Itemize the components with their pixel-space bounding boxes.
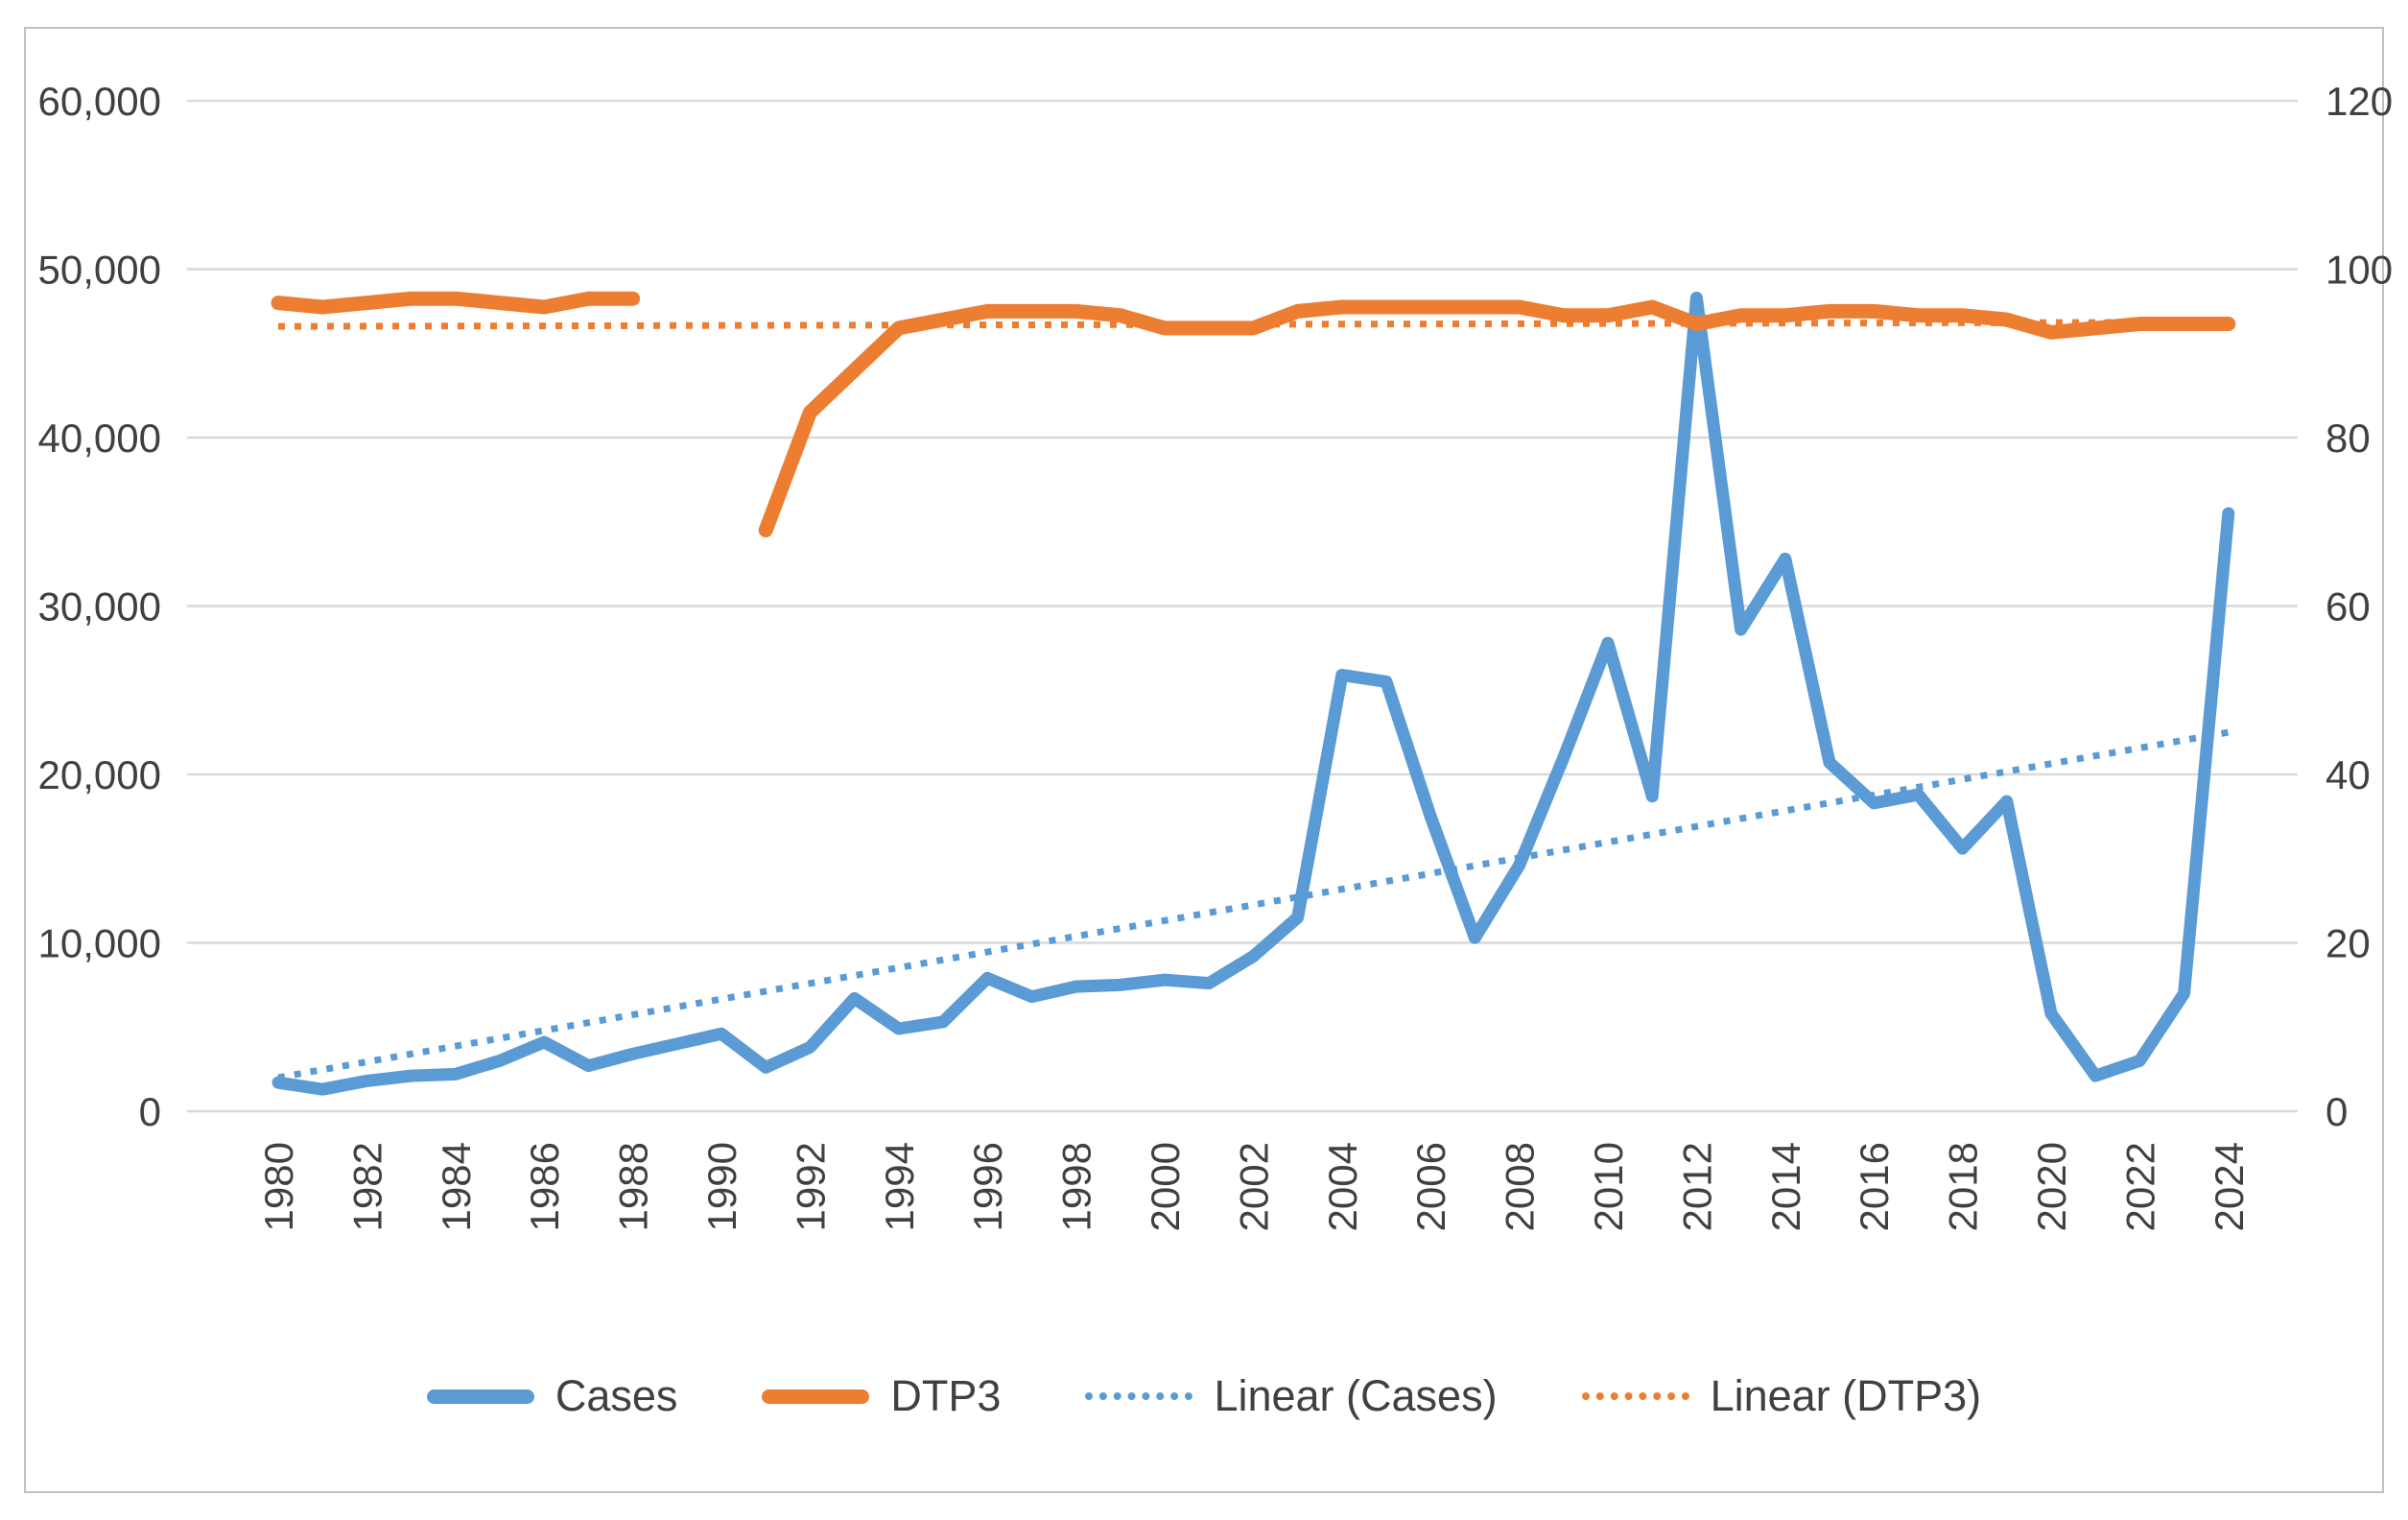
y-tick-right: 0 <box>2325 1089 2348 1134</box>
x-tick: 1990 <box>699 1142 744 1231</box>
gridlines <box>187 99 2298 1113</box>
y-tick-left: 10,000 <box>38 921 161 966</box>
dtp3-line-swatch <box>762 1389 870 1404</box>
y-tick-right: 80 <box>2325 416 2371 461</box>
x-tick: 2008 <box>1498 1142 1543 1231</box>
y-tick-left: 60,000 <box>38 79 161 124</box>
y-tick-right: 120 <box>2325 79 2393 124</box>
x-tick: 2004 <box>1320 1142 1365 1231</box>
legend-label-linear-dtp3: Linear (DTP3) <box>1710 1371 1982 1420</box>
x-tick: 2024 <box>2207 1142 2252 1231</box>
legend-item-cases: Cases <box>426 1371 678 1421</box>
y-tick-right: 20 <box>2325 921 2371 966</box>
chart-border <box>24 27 2384 1493</box>
x-tick: 1988 <box>611 1142 656 1231</box>
x-tick: 2002 <box>1231 1142 1276 1231</box>
series-line-cases <box>271 291 2235 1096</box>
linear-cases-swatch <box>1085 1392 1193 1400</box>
legend-item-linear-cases: Linear (Cases) <box>1085 1371 1498 1421</box>
y-axis-ticks-left: 0 10,000 20,000 30,000 40,000 50,000 60,000 <box>38 79 161 1134</box>
y-tick-right: 100 <box>2325 248 2393 293</box>
x-tick: 1994 <box>877 1142 922 1231</box>
cases-line-swatch <box>426 1389 534 1404</box>
x-tick: 1986 <box>522 1142 567 1231</box>
legend-item-dtp3: DTP3 <box>762 1371 1001 1421</box>
x-tick: 2012 <box>1674 1142 1719 1231</box>
x-tick: 1998 <box>1054 1142 1099 1231</box>
x-tick: 2000 <box>1143 1142 1188 1231</box>
legend-label-dtp3: DTP3 <box>890 1371 1002 1420</box>
x-tick: 1992 <box>788 1142 833 1231</box>
linear-dtp3-swatch <box>1581 1392 1689 1400</box>
x-tick: 2010 <box>1586 1142 1631 1231</box>
legend: Cases DTP3 Linear (Cases) Linear (DTP3) <box>0 1363 2408 1430</box>
y-tick-right: 60 <box>2325 584 2371 629</box>
series-segment <box>271 291 641 315</box>
x-tick: 1996 <box>965 1142 1010 1231</box>
x-tick: 2020 <box>2029 1142 2074 1231</box>
y-tick-left: 50,000 <box>38 248 161 293</box>
y-tick-right: 40 <box>2325 752 2371 797</box>
series-segment <box>758 299 2236 538</box>
x-tick: 2016 <box>1852 1142 1897 1231</box>
series-line-dtp3 <box>271 291 2236 538</box>
trendline-linear-cases- <box>277 728 2230 1081</box>
legend-label-cases: Cases <box>555 1371 678 1420</box>
x-tick: 2018 <box>1941 1142 1986 1231</box>
x-tick: 2022 <box>2117 1142 2162 1231</box>
x-tick: 2006 <box>1408 1142 1453 1231</box>
x-tick: 1980 <box>256 1142 301 1231</box>
legend-label-linear-cases: Linear (Cases) <box>1214 1371 1498 1420</box>
x-tick: 1982 <box>344 1142 390 1231</box>
y-tick-left: 40,000 <box>38 416 161 461</box>
y-tick-left: 20,000 <box>38 752 161 797</box>
series-segment <box>271 291 2235 1096</box>
legend-item-linear-dtp3: Linear (DTP3) <box>1581 1371 1982 1421</box>
x-tick: 1984 <box>434 1142 479 1231</box>
x-tick: 2014 <box>1763 1142 1808 1231</box>
y-tick-left: 0 <box>139 1089 161 1134</box>
y-axis-ticks-right: 0 20 40 60 80 100 120 <box>2325 79 2393 1134</box>
y-tick-left: 30,000 <box>38 584 161 629</box>
x-axis-ticks: 1980 1982 1984 1986 1988 1990 1992 1994 1996 1998… <box>256 1142 2252 1231</box>
